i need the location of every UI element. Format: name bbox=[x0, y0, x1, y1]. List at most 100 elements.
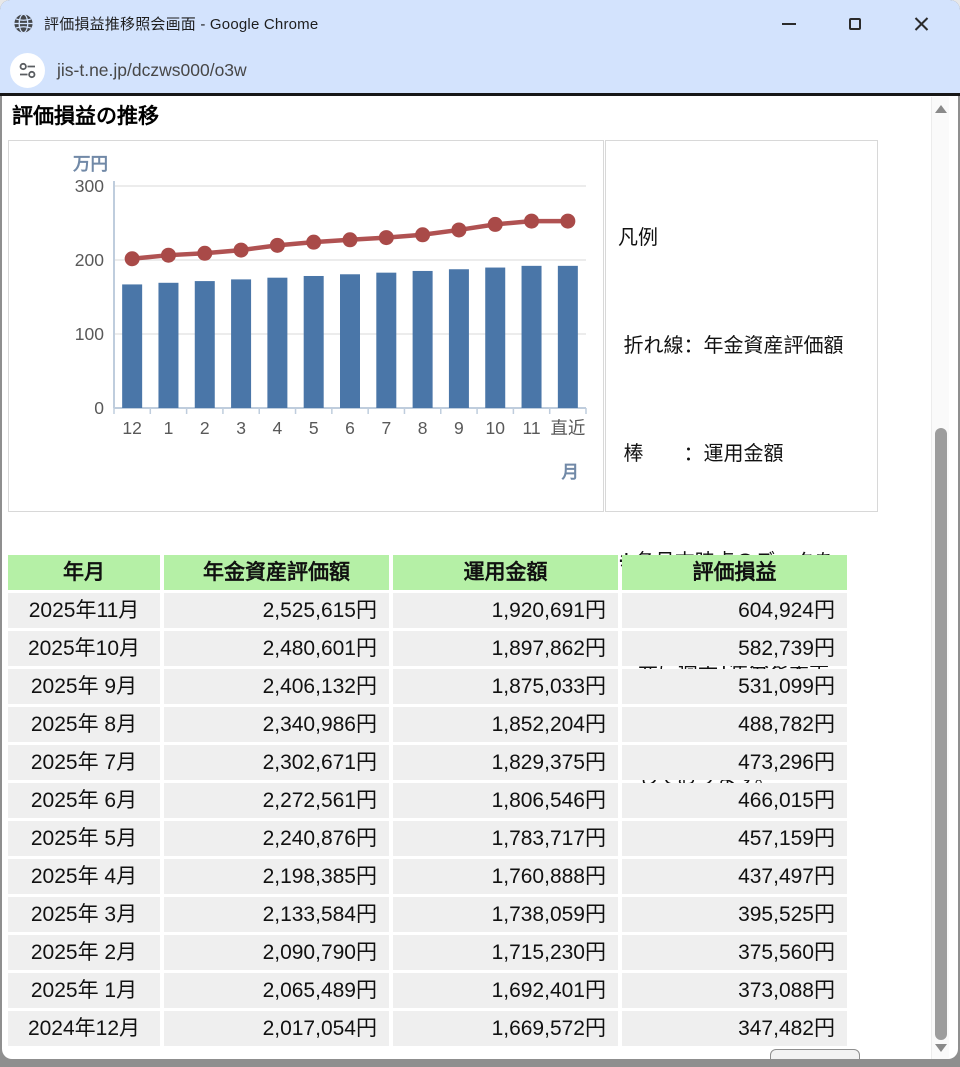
content-top-divider bbox=[0, 93, 960, 96]
table-cell: 2025年 9月 bbox=[8, 669, 160, 704]
x-tick-label: 7 bbox=[381, 418, 391, 438]
chart-marker bbox=[451, 222, 467, 238]
table-cell: 1,806,546円 bbox=[393, 783, 618, 818]
table-cell: 395,525円 bbox=[622, 897, 847, 932]
table-cell: 531,099円 bbox=[622, 669, 847, 704]
chart-marker bbox=[233, 242, 249, 258]
table-cell: 2025年 6月 bbox=[8, 783, 160, 818]
table-row: 2025年11月 2,525,615円 1,920,691円 604,924円 bbox=[8, 593, 848, 628]
table-row: 2025年 2月 2,090,790円 1,715,230円 375,560円 bbox=[8, 935, 848, 970]
x-tick-label: 4 bbox=[273, 418, 283, 438]
chart-bar bbox=[448, 269, 469, 408]
window-title: 評価損益推移照会画面 - Google Chrome bbox=[44, 16, 319, 33]
table-row: 2025年 1月 2,065,489円 1,692,401円 373,088円 bbox=[8, 973, 848, 1008]
table-cell: 2025年 3月 bbox=[8, 897, 160, 932]
x-tick-label: 5 bbox=[309, 418, 319, 438]
chart-bar bbox=[267, 277, 288, 408]
chart-marker bbox=[378, 230, 394, 246]
x-tick-label: 1 bbox=[164, 418, 174, 438]
close-window-button[interactable] bbox=[888, 0, 954, 47]
window-controls bbox=[756, 0, 954, 47]
chart-panel: 0 100 200 300 万円月 12 1 2 3 4 5 6 7 8 9 10 11 直近 bbox=[8, 140, 604, 512]
maximize-button[interactable] bbox=[822, 0, 888, 47]
chart-marker bbox=[342, 232, 358, 248]
close-page-button[interactable]: 閉じる bbox=[770, 1049, 860, 1059]
vertical-scrollbar[interactable] bbox=[931, 97, 949, 1059]
chart-bar bbox=[521, 265, 542, 408]
minimize-button[interactable] bbox=[756, 0, 822, 47]
chart-bar bbox=[557, 265, 578, 408]
table-row: 2025年 9月 2,406,132円 1,875,033円 531,099円 bbox=[8, 669, 848, 704]
table-cell: 2,302,671円 bbox=[164, 745, 389, 780]
minimize-icon bbox=[782, 22, 796, 25]
page-title: 評価損益の推移 bbox=[12, 105, 159, 128]
table-row: 2025年 6月 2,272,561円 1,806,546円 466,015円 bbox=[8, 783, 848, 818]
scroll-down-icon bbox=[935, 1043, 947, 1052]
table-cell: 2025年 4月 bbox=[8, 859, 160, 894]
table-cell: 2,090,790円 bbox=[164, 935, 389, 970]
table-cell: 2025年 8月 bbox=[8, 707, 160, 742]
table-row: 2025年 5月 2,240,876円 1,783,717円 457,159円 bbox=[8, 821, 848, 856]
x-tick-label: 直近 bbox=[550, 418, 585, 438]
table-cell: 1,760,888円 bbox=[393, 859, 618, 894]
table-row: 2025年 4月 2,198,385円 1,760,888円 437,497円 bbox=[8, 859, 848, 894]
table-cell: 2,525,615円 bbox=[164, 593, 389, 628]
site-settings-button[interactable] bbox=[10, 52, 45, 88]
x-axis-label: 月 bbox=[561, 462, 580, 482]
table-row: 2025年 7月 2,302,671円 1,829,375円 473,296円 bbox=[8, 745, 848, 780]
url-text: jis-t.ne.jp/dczws000/o3w bbox=[57, 59, 247, 80]
chart-legend: 凡例 折れ線：年金資産評価額 棒 ：運用金額 ※各月末時点のデータを 元に過去1… bbox=[605, 140, 878, 789]
table-cell: 2025年10月 bbox=[8, 631, 160, 666]
table-cell: 2,198,385円 bbox=[164, 859, 389, 894]
x-tick-label: 6 bbox=[345, 418, 355, 438]
table-cell: 2025年 1月 bbox=[8, 973, 160, 1008]
table-cell: 375,560円 bbox=[622, 935, 847, 970]
table-cell: 1,692,401円 bbox=[393, 973, 618, 1008]
table-cell: 466,015円 bbox=[622, 783, 847, 818]
table-cell: 2025年11月 bbox=[8, 593, 160, 628]
chart-marker bbox=[269, 237, 285, 253]
table-cell: 604,924円 bbox=[622, 593, 847, 628]
url-bar[interactable]: jis-t.ne.jp/dczws000/o3w bbox=[0, 47, 960, 93]
table-cell: 2025年 7月 bbox=[8, 745, 160, 780]
chart-bar bbox=[231, 279, 252, 408]
x-tick-label: 12 bbox=[122, 418, 141, 438]
table-cell: 2,065,489円 bbox=[164, 973, 389, 1008]
chart-marker bbox=[524, 213, 540, 229]
y-axis-label: 万円 bbox=[72, 154, 108, 174]
table-cell: 1,829,375円 bbox=[393, 745, 618, 780]
scroll-up-button[interactable] bbox=[932, 100, 950, 117]
table-header-cell: 評価損益 bbox=[622, 555, 847, 590]
chart-marker bbox=[487, 216, 503, 232]
close-icon bbox=[914, 16, 929, 31]
chart-bar bbox=[340, 274, 360, 408]
table-cell: 1,669,572円 bbox=[393, 1011, 618, 1046]
x-tick-label: 9 bbox=[454, 418, 464, 438]
table-cell: 1,783,717円 bbox=[393, 821, 618, 856]
table-cell: 1,738,059円 bbox=[393, 897, 618, 932]
x-tick-label: 2 bbox=[200, 418, 210, 438]
chart-marker bbox=[306, 234, 322, 250]
table-cell: 457,159円 bbox=[622, 821, 847, 856]
table-cell: 2025年 2月 bbox=[8, 935, 160, 970]
x-tick-label: 11 bbox=[522, 418, 540, 438]
y-tick-label: 200 bbox=[75, 250, 104, 270]
table-cell: 2024年12月 bbox=[8, 1011, 160, 1046]
table-cell: 2,406,132円 bbox=[164, 669, 389, 704]
table-row: 2025年 8月 2,340,986円 1,852,204円 488,782円 bbox=[8, 707, 848, 742]
chart-marker bbox=[124, 251, 140, 267]
table-cell: 2,017,054円 bbox=[164, 1011, 389, 1046]
chart-marker bbox=[160, 247, 176, 263]
scroll-down-button[interactable] bbox=[932, 1039, 950, 1056]
table-cell: 373,088円 bbox=[622, 973, 847, 1008]
y-tick-label: 100 bbox=[75, 324, 104, 344]
table-header-cell: 運用金額 bbox=[393, 555, 618, 590]
chart-bar bbox=[158, 282, 179, 408]
legend-bar-series: 棒 ：運用金額 bbox=[618, 443, 784, 465]
table-header-cell: 年金資産評価額 bbox=[164, 555, 389, 590]
table-header-row: 年月 年金資産評価額 運用金額 評価損益 bbox=[8, 555, 848, 590]
scrollbar-thumb[interactable] bbox=[935, 428, 947, 1040]
table-cell: 2,240,876円 bbox=[164, 821, 389, 856]
